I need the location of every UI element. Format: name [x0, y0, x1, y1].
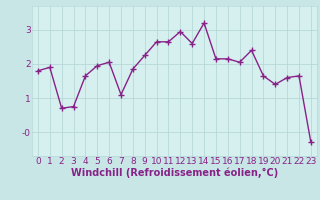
X-axis label: Windchill (Refroidissement éolien,°C): Windchill (Refroidissement éolien,°C) [71, 168, 278, 178]
